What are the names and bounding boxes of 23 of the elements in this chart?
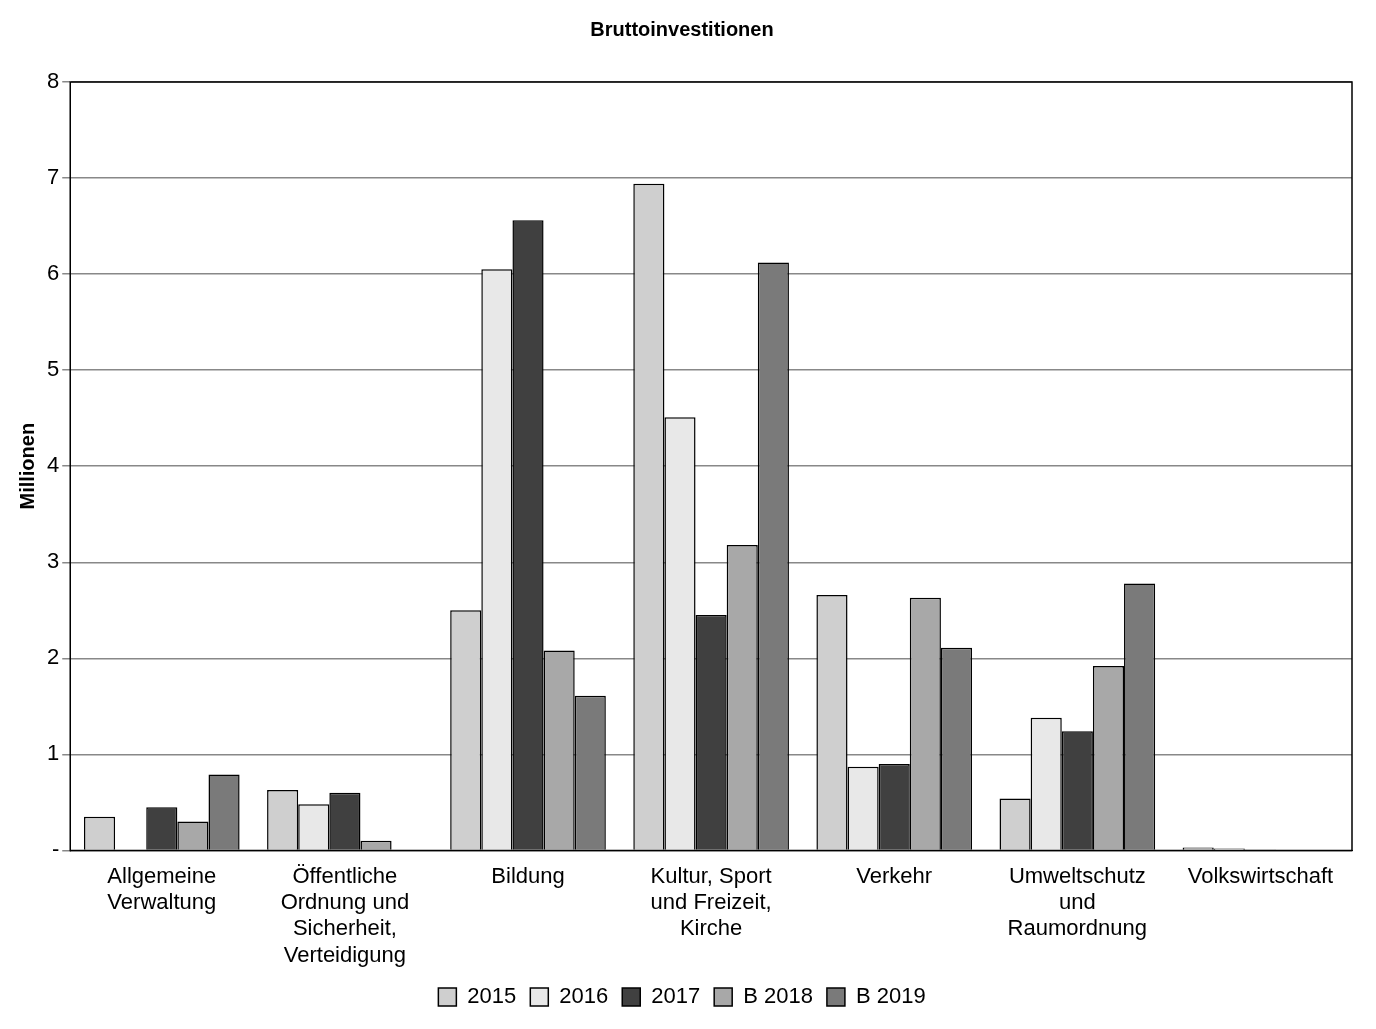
x-tick-label: Kultur, Sport und Freizeit, Kirche xyxy=(650,862,772,941)
legend-label: 2017 xyxy=(651,983,701,1009)
y-tick-label: 1 xyxy=(46,740,60,766)
y-tick-label: 5 xyxy=(46,356,60,382)
x-tick-label: Bildung xyxy=(491,862,565,888)
y-tick-label: 7 xyxy=(46,164,60,190)
y-tick-label: 6 xyxy=(46,260,60,286)
y-tick-label: 8 xyxy=(46,68,60,94)
x-tick-label: Verkehr xyxy=(856,862,933,888)
legend-label: B 2019 xyxy=(855,983,926,1009)
legend-label: 2016 xyxy=(559,983,609,1009)
x-tick-label: Umweltschutz und Raumordnung xyxy=(1007,862,1148,941)
chart-title: Bruttoinvestitionen xyxy=(590,17,774,40)
legend-label: 2015 xyxy=(467,983,517,1009)
x-tick-label: Öffentliche Ordnung und Sicherheit, Verteidigung xyxy=(280,862,410,967)
y-tick-label: 4 xyxy=(46,452,60,478)
x-tick-label: Volkswirtschaft xyxy=(1187,862,1334,888)
y-axis-title: Millionen xyxy=(15,422,38,510)
y-tick-label: 2 xyxy=(46,644,60,670)
y-tick-label: 3 xyxy=(46,548,60,574)
x-tick-label: Allgemeine Verwaltung xyxy=(107,862,217,915)
legend-label: B 2018 xyxy=(743,983,813,1009)
y-tick-label: - xyxy=(51,836,60,862)
